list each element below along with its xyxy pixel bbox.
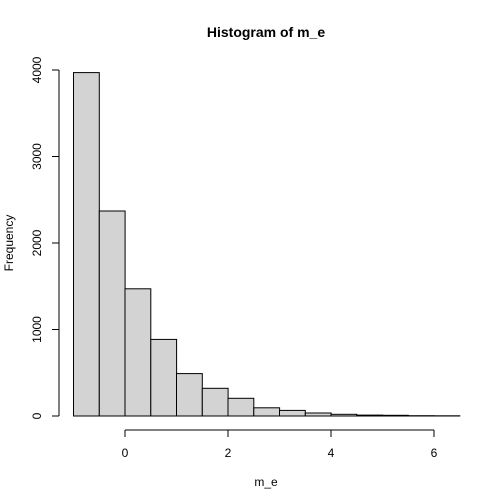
histogram-bar-7 [253, 407, 281, 417]
y-tick-label-1: 1000 [30, 316, 44, 343]
chart-title: Histogram of m_e [207, 24, 325, 40]
y-tick-label-3: 3000 [30, 143, 44, 170]
histogram-bar-12 [382, 414, 409, 417]
histogram-bar-3 [150, 338, 178, 417]
y-axis: 0 1000 2000 3000 4000 [30, 56, 60, 419]
x-tick-label-2: 4 [328, 446, 335, 460]
x-axis: 0 2 4 6 [122, 429, 438, 460]
y-tick-label-0: 0 [30, 412, 44, 419]
histogram-bar-9 [304, 412, 332, 417]
x-axis-label: m_e [254, 475, 278, 489]
histogram-bars [73, 72, 461, 417]
x-tick-label-0: 0 [122, 446, 129, 460]
histogram-bar-8 [279, 409, 306, 417]
histogram-bar-11 [356, 414, 384, 417]
x-tick-label-1: 2 [225, 446, 232, 460]
histogram-bar-10 [330, 413, 358, 417]
y-tick-label-2: 2000 [30, 229, 44, 256]
histogram-bar-4 [176, 373, 203, 417]
histogram-bar-5 [201, 387, 229, 417]
histogram-bar-1 [98, 210, 126, 417]
histogram-bar-2 [124, 288, 152, 417]
x-tick-label-3: 6 [431, 446, 438, 460]
y-tick-label-4: 4000 [30, 56, 44, 83]
histogram-bar-0 [73, 72, 100, 417]
histogram-bar-6 [227, 397, 255, 417]
y-axis-label: Frequency [2, 215, 16, 272]
